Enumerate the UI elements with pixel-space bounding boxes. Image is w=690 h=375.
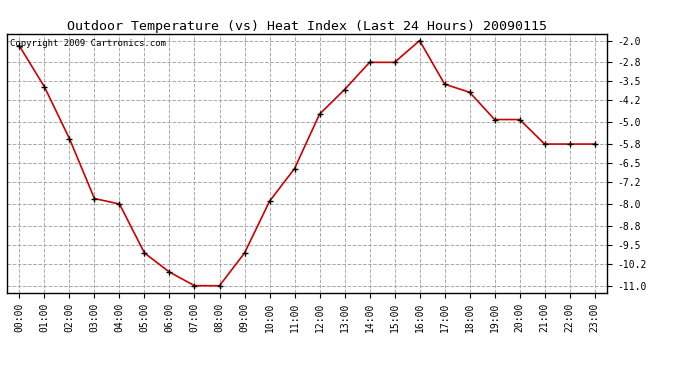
Title: Outdoor Temperature (vs) Heat Index (Last 24 Hours) 20090115: Outdoor Temperature (vs) Heat Index (Las… [67,20,547,33]
Text: Copyright 2009 Cartronics.com: Copyright 2009 Cartronics.com [10,39,166,48]
